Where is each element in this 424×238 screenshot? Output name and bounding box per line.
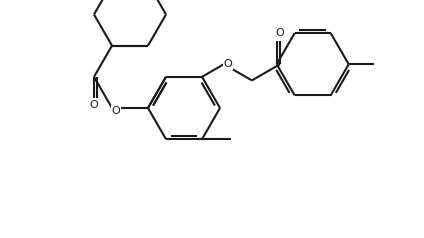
Text: O: O: [89, 100, 98, 110]
Text: O: O: [223, 59, 232, 69]
Text: O: O: [276, 28, 285, 38]
Text: O: O: [112, 106, 120, 116]
